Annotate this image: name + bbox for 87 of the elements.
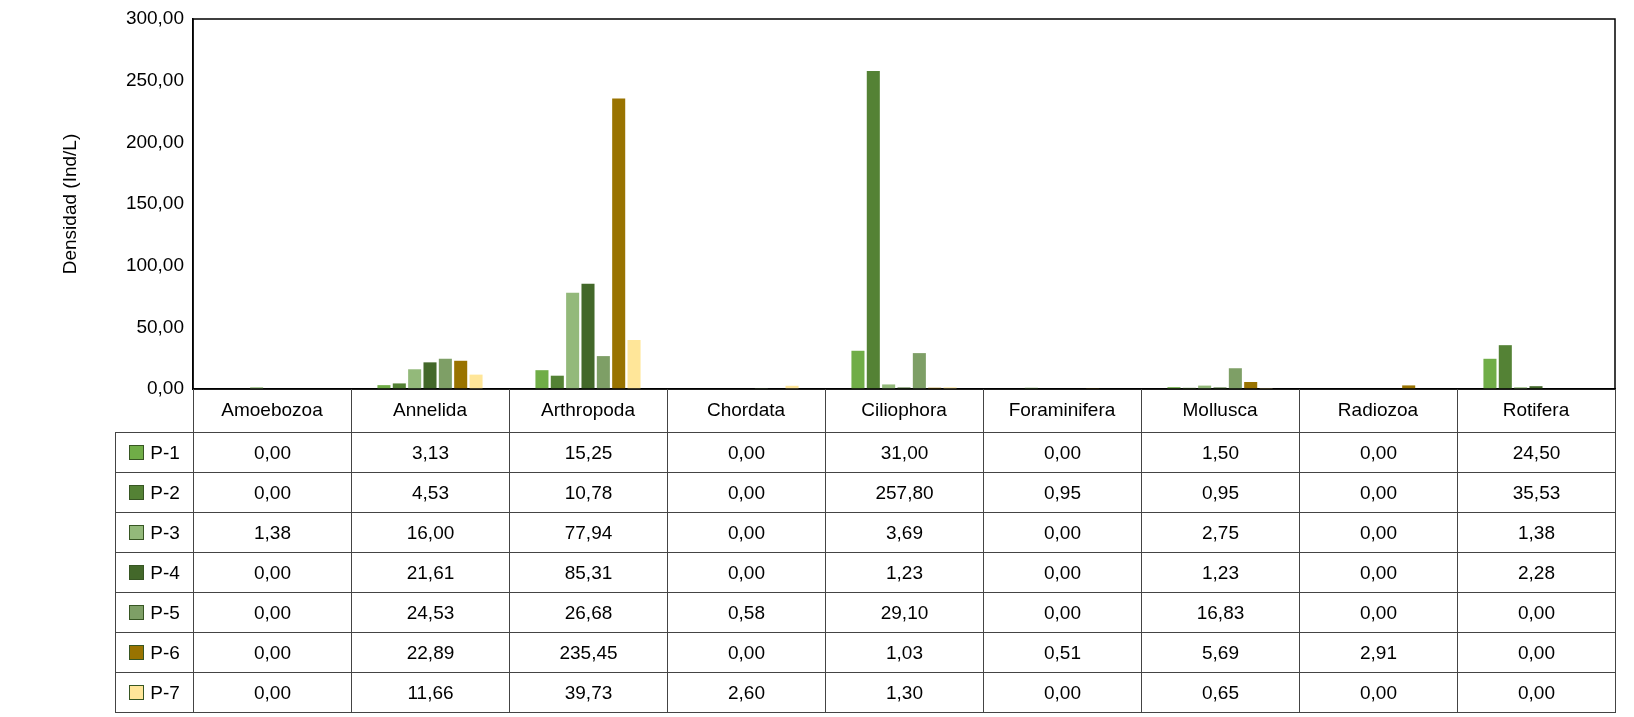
x-tick-label: Amoebozoa	[221, 398, 324, 420]
x-tick-label: Chordata	[706, 398, 786, 420]
data-label: 26,68	[509, 592, 668, 633]
data-label: 0,00	[1299, 552, 1458, 593]
data-label: 5,69	[1141, 632, 1300, 673]
data-label: 1,03	[825, 632, 984, 673]
x-tick-label: Ciliophora	[861, 398, 948, 420]
x-tick-label: Annelida	[393, 398, 468, 420]
data-label: 235,45	[509, 632, 668, 673]
data-label: 1,23	[1141, 552, 1300, 593]
data-label: 0,00	[983, 592, 1142, 633]
data-label: 21,61	[351, 552, 510, 593]
data-label: 0,51	[983, 632, 1142, 673]
data-label: 0,00	[1299, 432, 1458, 473]
data-label: 1,30	[825, 672, 984, 713]
data-label: 35,53	[1457, 472, 1616, 513]
data-label: 0,00	[667, 552, 826, 593]
data-label: 39,73	[509, 672, 668, 713]
data-label: 1,38	[1457, 512, 1616, 553]
data-label: 15,25	[509, 432, 668, 473]
y-tick-label: 250,00	[125, 68, 184, 90]
data-label: 85,31	[509, 552, 668, 593]
x-tick-label: Foraminifera	[1008, 398, 1116, 420]
data-label: 16,83	[1141, 592, 1300, 633]
data-label: 22,89	[351, 632, 510, 673]
data-label: 0,00	[1457, 632, 1616, 673]
data-label: 77,94	[509, 512, 668, 553]
y-tick-label: 50,00	[136, 315, 184, 337]
data-label: 0,00	[983, 552, 1142, 593]
y-tick-label: 100,00	[125, 253, 184, 275]
data-label: 31,00	[825, 432, 984, 473]
data-label: 0,65	[1141, 672, 1300, 713]
y-tick-label: 150,00	[125, 192, 184, 214]
data-label: 11,66	[351, 672, 510, 713]
data-label: 0,00	[667, 632, 826, 673]
data-label: 0,00	[667, 512, 826, 553]
data-label: 4,53	[351, 472, 510, 513]
data-label: 0,95	[983, 472, 1142, 513]
data-label: 24,53	[351, 592, 510, 633]
data-label: 0,00	[1299, 592, 1458, 633]
data-label: 0,58	[667, 592, 826, 633]
legend-label: P-2	[115, 472, 194, 513]
data-label: 0,00	[193, 592, 352, 633]
data-label: 0,00	[983, 432, 1142, 473]
data-label: 24,50	[1457, 432, 1616, 473]
data-label: 0,00	[1299, 472, 1458, 513]
legend-label: P-5	[115, 592, 194, 633]
data-label: 0,00	[1457, 672, 1616, 713]
data-label: 0,00	[193, 672, 352, 713]
data-label: 2,91	[1299, 632, 1458, 673]
legend-label: P-1	[115, 432, 194, 473]
data-label: 0,95	[1141, 472, 1300, 513]
data-label: 0,00	[1299, 512, 1458, 553]
data-label: 0,00	[1457, 592, 1616, 633]
legend-label: P-6	[115, 632, 194, 673]
data-label: 10,78	[509, 472, 668, 513]
x-tick-label: Arthropoda	[540, 398, 636, 420]
data-label: 3,69	[825, 512, 984, 553]
y-axis-title: Densidad (Ind/L)	[58, 133, 80, 275]
y-tick-label: 0,00	[147, 377, 184, 399]
legend-label: P-4	[115, 552, 194, 593]
data-label: 3,13	[351, 432, 510, 473]
data-label: 16,00	[351, 512, 510, 553]
data-label: 2,28	[1457, 552, 1616, 593]
data-label: 0,00	[193, 432, 352, 473]
x-tick-label: Rotifera	[1502, 398, 1570, 420]
data-label: 0,00	[193, 632, 352, 673]
data-label: 0,00	[667, 432, 826, 473]
data-label: 1,23	[825, 552, 984, 593]
data-label: 0,00	[983, 672, 1142, 713]
data-label: 0,00	[667, 472, 826, 513]
y-tick-label: 300,00	[125, 7, 184, 29]
y-tick-label: 200,00	[125, 130, 184, 152]
data-label: 0,00	[193, 552, 352, 593]
legend-label: P-3	[115, 512, 194, 553]
data-label: 0,00	[1299, 672, 1458, 713]
data-label: 2,75	[1141, 512, 1300, 553]
data-label: 257,80	[825, 472, 984, 513]
x-tick-label: Radiozoa	[1337, 398, 1419, 420]
x-tick-label: Mollusca	[1182, 398, 1258, 420]
data-label: 29,10	[825, 592, 984, 633]
data-label: 0,00	[983, 512, 1142, 553]
data-label: 1,38	[193, 512, 352, 553]
legend-label: P-7	[115, 672, 194, 713]
data-label: 2,60	[667, 672, 826, 713]
data-label: 0,00	[193, 472, 352, 513]
data-label: 1,50	[1141, 432, 1300, 473]
